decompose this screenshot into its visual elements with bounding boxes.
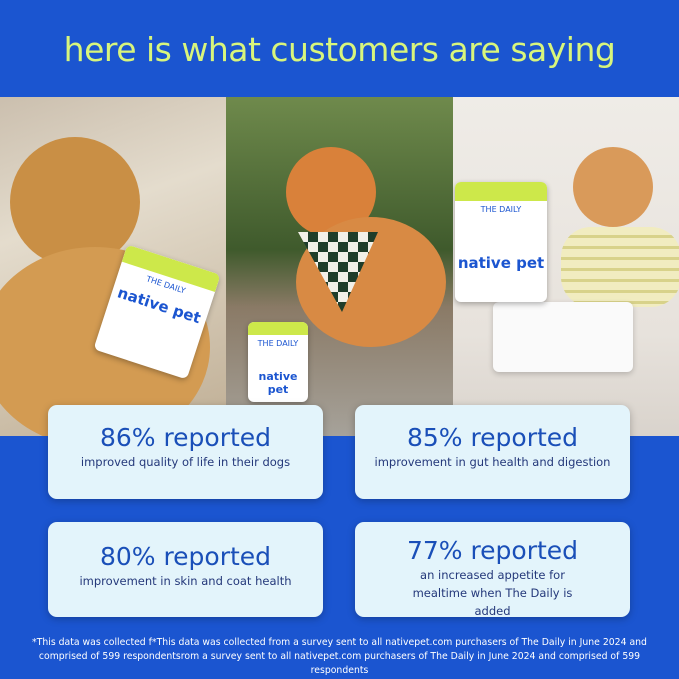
striped-sweater (561, 227, 679, 307)
stat-card-gut-health: 85% reported improvement in gut health a… (355, 405, 630, 499)
stat-card-quality-of-life: 86% reported improved quality of life in… (48, 405, 323, 499)
product-can: THE DAILY native pet (248, 322, 308, 402)
product-label: THE DAILY (480, 205, 522, 215)
chihuahua-head (573, 147, 653, 227)
stat-description: improvement in gut health and digestion (374, 455, 611, 469)
survey-footnote: *This data was collected f*This data was… (32, 637, 647, 676)
product-can: THE DAILY native pet (455, 182, 547, 302)
stat-value: 86% reported (99, 423, 272, 452)
stat-description: improvement in skin and coat health (79, 574, 292, 588)
stat-card-appetite: 77% reported an increased appetite for m… (355, 522, 630, 618)
photo-chihuahua: THE DAILY native pet (453, 97, 679, 436)
photo-strip: THE DAILY native pet THE DAILY native pet … (0, 97, 679, 436)
golden-retriever-head (10, 137, 140, 267)
stat-description: an increased appetite for mealtime when … (412, 568, 573, 618)
product-label: THE DAILY (257, 338, 299, 348)
stat-value: 80% reported (99, 542, 272, 571)
brand-logo: native pet (258, 369, 298, 396)
stat-value: 77% reported (406, 536, 579, 565)
food-bowl (493, 302, 633, 372)
stat-value: 85% reported (406, 423, 579, 452)
brand-logo: native pet (457, 254, 545, 273)
stat-description: improved quality of life in their dogs (80, 455, 291, 469)
photo-golden-retriever: THE DAILY native pet (0, 97, 226, 436)
stat-card-skin-coat: 80% reported improvement in skin and coa… (48, 522, 323, 617)
photo-corgi: THE DAILY native pet (226, 97, 453, 436)
headline: here is what customers are saying (63, 30, 616, 69)
